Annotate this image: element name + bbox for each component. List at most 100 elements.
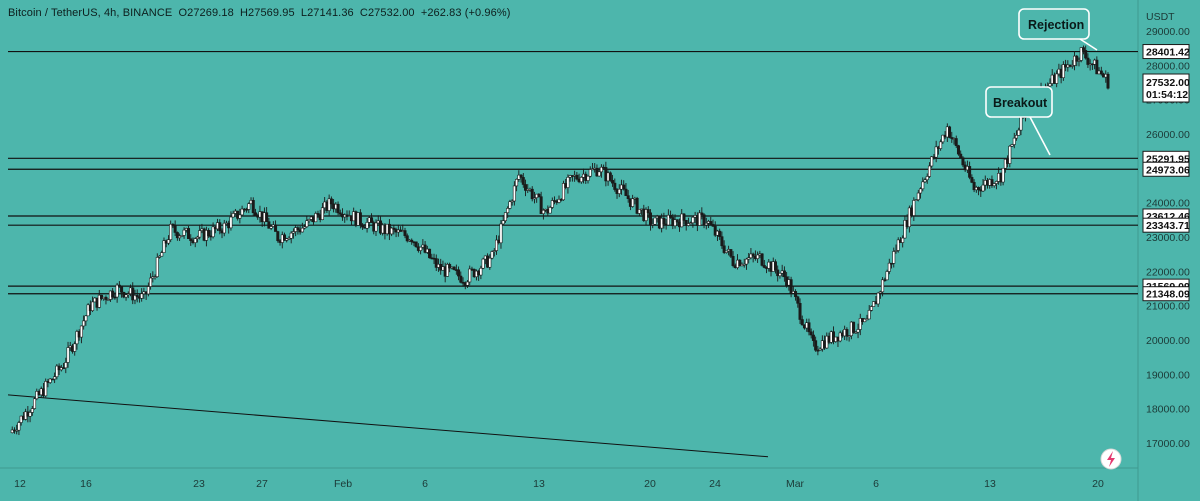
candle-body — [193, 238, 197, 243]
candle-body — [153, 276, 157, 278]
candle-body — [171, 223, 175, 227]
candle-body — [50, 378, 54, 381]
time-tick: Mar — [786, 478, 805, 490]
candle — [738, 259, 742, 267]
time-tick: 6 — [422, 478, 428, 490]
candle — [930, 155, 934, 169]
candle — [305, 216, 309, 228]
candle — [187, 225, 191, 240]
candle-body — [883, 279, 887, 282]
candle — [140, 288, 144, 302]
candle — [146, 282, 150, 297]
chart-header: Bitcoin / TetherUS, 4h, BINANCE O27269.1… — [8, 7, 513, 19]
candle — [622, 180, 626, 191]
candle — [336, 201, 340, 216]
candle — [169, 220, 173, 243]
candle-body — [742, 263, 746, 266]
candle — [327, 194, 331, 216]
candle-body — [48, 378, 52, 383]
candle — [865, 314, 869, 321]
candle-body — [189, 238, 193, 241]
candle-body — [738, 259, 742, 267]
candle — [287, 236, 291, 240]
open-value: O27269.18 — [178, 7, 234, 19]
logo-badge[interactable] — [1100, 448, 1122, 470]
price-tick: 18000.00 — [1146, 404, 1190, 416]
candle-body — [720, 236, 724, 247]
candle-body — [238, 214, 242, 219]
candle — [742, 258, 746, 268]
candle-body — [948, 126, 952, 138]
candle — [267, 217, 271, 229]
candle-body — [972, 182, 976, 191]
candle-body — [457, 269, 461, 277]
price-tick: 29000.00 — [1146, 26, 1190, 38]
candle — [756, 251, 760, 263]
candle — [789, 276, 793, 298]
candle-body — [135, 295, 139, 298]
candle-body — [519, 174, 523, 178]
time-tick: 6 — [873, 478, 879, 490]
candle — [1081, 45, 1085, 55]
candle — [512, 181, 516, 206]
candle — [390, 226, 394, 237]
candle — [274, 220, 278, 232]
candle — [291, 228, 295, 239]
candle — [238, 208, 242, 224]
candle — [646, 206, 650, 219]
candle — [296, 226, 300, 235]
candle — [950, 131, 954, 143]
candle-body — [646, 209, 650, 214]
candle — [66, 341, 70, 368]
candle-body — [33, 398, 37, 409]
candle-body — [722, 245, 726, 253]
candle — [521, 173, 525, 188]
candle-body — [863, 318, 867, 323]
candle-body — [492, 250, 496, 252]
support-resistance-levels — [8, 50, 1138, 295]
candle-body — [961, 157, 965, 166]
candle-body — [622, 184, 626, 190]
candle — [289, 231, 293, 244]
candle-body — [914, 199, 918, 202]
candle — [111, 288, 115, 300]
symbol-label[interactable]: Bitcoin / TetherUS, 4h, BINANCE — [8, 7, 173, 19]
candle — [316, 210, 320, 219]
candle — [155, 253, 159, 278]
candle — [631, 194, 635, 208]
candle — [798, 298, 802, 325]
candle — [392, 224, 396, 235]
candle-body — [75, 331, 79, 345]
candle-body — [111, 290, 115, 298]
candle — [566, 174, 570, 194]
candle-body — [1075, 55, 1079, 62]
time-tick: 13 — [533, 478, 545, 490]
candle-body — [124, 294, 128, 298]
candle-body — [704, 222, 708, 226]
candle-body — [903, 220, 907, 239]
candle-body — [744, 258, 748, 265]
candle-body — [669, 214, 673, 218]
candle-body — [894, 250, 898, 252]
candle-body — [459, 275, 463, 283]
candle — [691, 215, 695, 228]
candle-body — [816, 349, 820, 352]
time-tick: Feb — [334, 478, 352, 490]
candle — [541, 208, 545, 220]
candle — [561, 180, 565, 201]
candle — [149, 273, 153, 290]
candle — [1086, 53, 1090, 68]
candle — [778, 272, 782, 279]
candle — [682, 213, 686, 225]
candle-body — [160, 252, 164, 257]
candle-body — [1095, 59, 1099, 75]
candle — [751, 252, 755, 263]
price-tick: 19000.00 — [1146, 369, 1190, 381]
time-tick: 23 — [193, 478, 205, 490]
candle-body — [921, 181, 925, 190]
candle-body — [180, 235, 184, 237]
candle — [637, 209, 641, 216]
candle-body — [501, 220, 505, 225]
